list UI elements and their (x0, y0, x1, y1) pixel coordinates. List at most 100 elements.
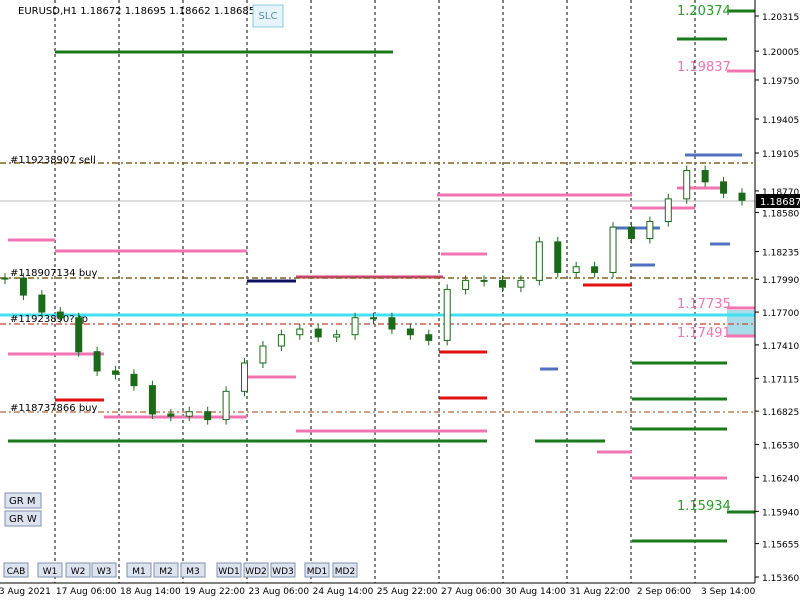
y-tick-label: 1.16530 (762, 442, 799, 452)
tab-button-label: WD3 (272, 567, 294, 577)
y-tick-label: 1.19105 (762, 150, 799, 160)
candle (498, 279, 506, 288)
candle (314, 328, 322, 338)
candle (646, 220, 654, 239)
candle (388, 317, 396, 330)
candle (148, 385, 156, 415)
level-label: 1.15934 (677, 499, 731, 514)
candle (406, 328, 414, 336)
candle (351, 317, 359, 336)
tab-button-label: W3 (97, 567, 112, 577)
side-button-label: GR W (9, 514, 37, 525)
candle (738, 192, 746, 201)
slc-label: SLC (259, 11, 278, 22)
y-tick-label: 1.18770 (762, 188, 799, 198)
tab-button[interactable] (180, 562, 206, 578)
y-tick-label: 1.17990 (762, 276, 799, 286)
period-separators (54, 0, 696, 583)
order-label: #118737866 buy (10, 403, 98, 414)
y-tick-label: 1.15655 (762, 541, 799, 551)
tab-button[interactable] (91, 562, 117, 578)
candle (259, 345, 267, 364)
x-tick-label: 31 Aug 22:00 (569, 587, 630, 597)
candle (93, 351, 101, 372)
x-tick-label: 30 Aug 14:00 (505, 587, 566, 597)
candle (333, 334, 341, 338)
y-tick-label: 1.18580 (762, 209, 799, 219)
candle (591, 266, 599, 273)
tab-button-label: M1 (132, 567, 146, 577)
symbol-info: EURUSD,H1 1.18672 1.18695 1.18662 1.1868… (18, 6, 255, 17)
candle (56, 311, 64, 319)
tab-button[interactable] (332, 562, 358, 578)
candle (443, 288, 451, 341)
tab-button-label: M3 (186, 567, 200, 577)
candle (370, 317, 377, 320)
candle (701, 170, 709, 183)
tab-button-label: M2 (159, 567, 173, 577)
tab-button[interactable] (216, 562, 242, 578)
candle (572, 266, 580, 273)
y-tick-label: 1.15360 (762, 574, 799, 584)
side-button[interactable] (4, 492, 42, 509)
x-tick-label: 13 Aug 2021 (0, 587, 51, 597)
candle (75, 317, 83, 353)
tab-button[interactable] (270, 562, 296, 578)
tab-button-label: CAB (7, 567, 26, 577)
candle (38, 294, 46, 313)
tab-button[interactable] (126, 562, 152, 578)
tab-button[interactable] (37, 562, 63, 578)
levels (8, 9, 755, 543)
candle (683, 170, 691, 200)
tab-button[interactable] (153, 562, 179, 578)
candle (112, 370, 120, 375)
tab-button-label: MD2 (335, 567, 355, 577)
level-label: 1.20374 (677, 4, 731, 19)
candle (130, 373, 138, 387)
y-tick-label: 1.19405 (762, 116, 799, 126)
candle (1, 277, 9, 280)
candle (425, 334, 433, 341)
x-tick-label: 27 Aug 06:00 (441, 587, 502, 597)
tab-button-label: W1 (43, 567, 58, 577)
candle (517, 279, 525, 288)
y-tick-label: 1.16240 (762, 474, 799, 484)
candle (664, 198, 672, 222)
y-tick-label: 1.19750 (762, 77, 799, 87)
y-tick-label: 1.17115 (762, 375, 799, 385)
tab-button[interactable] (65, 562, 91, 578)
y-tick-label: 1.20005 (762, 48, 799, 58)
tab-button[interactable] (243, 562, 269, 578)
candle (204, 411, 212, 421)
tab-button-label: MD1 (307, 567, 327, 577)
tab-button[interactable] (3, 562, 29, 578)
candle (277, 334, 285, 347)
order-label: #119238907 sell (10, 155, 96, 166)
x-tick-label: 18 Aug 14:00 (120, 587, 181, 597)
y-tick-label: 1.17410 (762, 342, 799, 352)
candle (296, 328, 304, 336)
y-tick-label: 1.16825 (762, 408, 799, 418)
tab-button-label: WD1 (218, 567, 240, 577)
level-label: 1.17491 (677, 326, 731, 341)
x-tick-label: 25 Aug 22:00 (377, 587, 438, 597)
tab-button-label: WD2 (245, 567, 267, 577)
x-tick-label: 24 Aug 14:00 (313, 587, 374, 597)
y-tick-label: 1.18235 (762, 248, 799, 258)
price-tag (756, 194, 800, 208)
slc-button[interactable] (252, 4, 284, 28)
level-label: 1.17735 (677, 297, 731, 312)
candle (222, 390, 230, 421)
candle (19, 277, 27, 296)
y-tick-label: 1.17700 (762, 309, 799, 319)
x-tick-label: 17 Aug 06:00 (56, 587, 117, 597)
y-tick-label: 1.20315 (762, 13, 799, 23)
side-button[interactable] (4, 510, 42, 527)
candle (167, 413, 175, 417)
tab-button[interactable] (304, 562, 330, 578)
candle (480, 279, 488, 282)
candle (554, 241, 562, 273)
x-tick-label: 23 Aug 06:00 (248, 587, 309, 597)
